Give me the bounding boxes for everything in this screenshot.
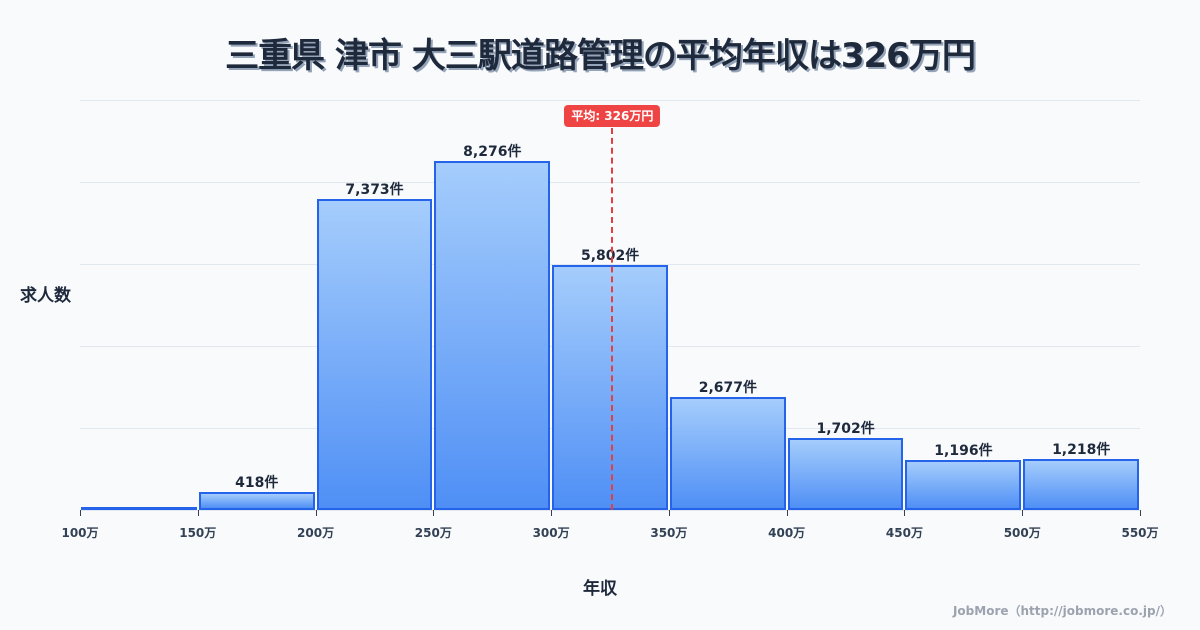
x-tick	[80, 510, 81, 516]
bar-value-label: 2,677件	[698, 380, 758, 397]
x-tick-label: 400万	[768, 526, 806, 540]
plot-area: 418件 7,373件 8,276件 5,802件 2,677件 1,702件 1,196件…	[80, 100, 1140, 511]
mean-line	[611, 128, 614, 510]
bar-value-label: 1,218件	[1052, 441, 1111, 458]
x-tick	[904, 510, 906, 516]
x-tick	[786, 510, 788, 516]
histogram-bar	[905, 459, 1022, 510]
bar-value-label: 418件	[235, 475, 279, 492]
y-axis-label: 求人数	[20, 286, 71, 306]
x-tick	[433, 510, 435, 516]
gridline	[80, 100, 1140, 101]
chart-title: 三重県 津市 大三駅道路管理の平均年収は326万円	[225, 36, 976, 76]
bar-value-label: 5,802件	[580, 248, 640, 265]
bar-value-label: 1,196件	[934, 442, 993, 459]
histogram-bar	[316, 199, 433, 510]
x-tick-label: 550万	[1121, 526, 1159, 540]
x-tick-label: 150万	[179, 526, 217, 540]
histogram-bar	[1023, 458, 1139, 510]
bar-value-label: 1,702件	[816, 421, 875, 438]
gridline	[80, 264, 1140, 265]
bar-value-label: 7,373件	[345, 182, 404, 199]
x-tick	[551, 510, 553, 516]
x-tick-label: 250万	[414, 526, 452, 540]
histogram-bar	[669, 397, 786, 510]
histogram-bar	[434, 161, 551, 510]
histogram-bar	[81, 507, 197, 510]
histogram-bar	[552, 265, 668, 510]
x-tick-label: 450万	[885, 526, 923, 540]
histogram-bar	[787, 438, 904, 510]
x-tick-label: 350万	[650, 526, 688, 540]
gridline	[80, 510, 1140, 511]
x-tick	[1140, 510, 1141, 516]
mean-badge: 平均: 326万円	[564, 105, 661, 127]
x-tick	[315, 510, 317, 516]
x-tick-label: 500万	[1003, 526, 1041, 540]
histogram-bar	[198, 492, 315, 510]
x-tick-label: 100万	[61, 526, 99, 540]
x-tick	[668, 510, 670, 516]
x-tick-label: 300万	[532, 526, 570, 540]
x-axis-label: 年収	[583, 579, 617, 599]
x-tick-label: 200万	[297, 526, 335, 540]
bar-value-label: 8,276件	[463, 144, 522, 160]
x-tick	[1022, 510, 1024, 516]
gridline	[80, 182, 1140, 183]
footer-credit: JobMore（http://jobmore.co.jp/）	[952, 604, 1172, 618]
x-tick	[197, 510, 199, 516]
